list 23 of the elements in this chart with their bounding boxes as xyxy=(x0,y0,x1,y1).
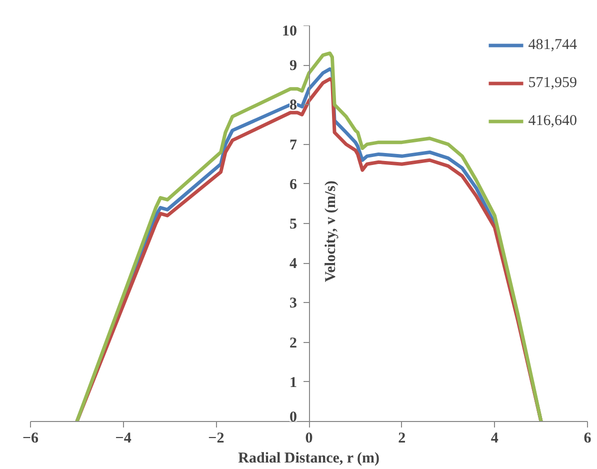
y-tick-label: 8 xyxy=(290,98,297,114)
legend-label: 416,640 xyxy=(528,112,577,130)
y-tick-label: 0 xyxy=(290,410,297,426)
y-tick-label: 1 xyxy=(290,374,297,391)
legend-label: 571,959 xyxy=(528,74,577,92)
x-tick-label: −2 xyxy=(208,430,224,446)
y-tick-label: 2 xyxy=(290,335,297,352)
y-tick-label: 7 xyxy=(290,137,298,154)
y-tick-label: 4 xyxy=(290,256,298,272)
x-tick-label: 0 xyxy=(305,430,313,446)
legend-label: 481,744 xyxy=(528,36,577,54)
x-tick-label: −6 xyxy=(22,430,40,446)
y-axis-title: Velocity, v (m/s) xyxy=(322,180,339,282)
y-tick-label: 6 xyxy=(290,176,298,193)
x-tick-label: 2 xyxy=(398,430,406,446)
x-tick-label: −4 xyxy=(115,430,132,446)
y-tick-label: 10 xyxy=(282,24,297,40)
y-tick-label: 9 xyxy=(290,58,297,74)
x-tick-label: 4 xyxy=(490,430,499,446)
y-tick-label: 5 xyxy=(290,216,297,232)
x-axis-title: Radial Distance, r (m) xyxy=(238,450,380,466)
x-tick-label: 6 xyxy=(584,430,592,446)
y-tick-label: 3 xyxy=(290,296,297,312)
